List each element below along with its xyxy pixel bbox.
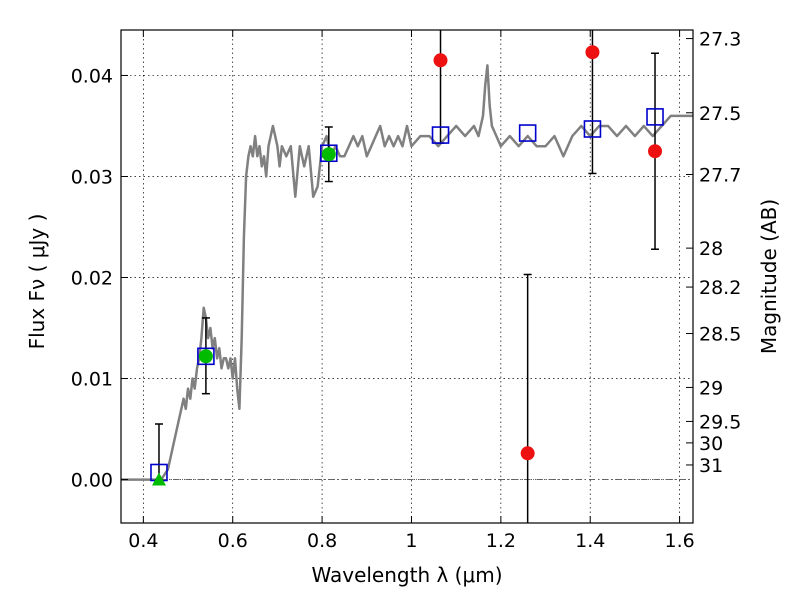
red-flux-point: [648, 144, 663, 159]
model-flux-square: [518, 124, 537, 142]
error-bars: [154, 30, 660, 523]
model-flux-square: [646, 108, 664, 126]
x-tick-label: 1.2: [486, 530, 516, 552]
x-tick-label: 0.4: [128, 530, 158, 552]
model-flux-square: [197, 347, 215, 366]
red-flux-point: [585, 45, 600, 60]
y-axis-label: Flux Fν ( μJy ): [25, 214, 49, 350]
green-upper-limit-triangle: [151, 472, 166, 486]
mag-tick-label: 29: [699, 377, 723, 399]
spectrum-line: [121, 64, 693, 481]
green-flux-point: [321, 147, 336, 162]
mag-tick-label: 27.5: [699, 103, 741, 125]
mag-tick-label: 31: [699, 455, 723, 477]
mag-tick-label: 28.2: [699, 277, 741, 299]
x-tick-label: 1.6: [664, 530, 694, 552]
x-tick-label: 0.6: [218, 530, 248, 552]
x-tick-label: 1: [405, 530, 417, 552]
model-flux-square: [583, 120, 602, 138]
plot-frame: [120, 29, 694, 524]
data-markers: [150, 45, 664, 486]
y-tick-label: 0.03: [71, 166, 113, 188]
y-tick-label: 0.01: [71, 369, 113, 391]
grid-lines: [121, 30, 693, 523]
mag-tick-label: 30: [699, 433, 723, 455]
x-tick-label: 0.8: [307, 530, 337, 552]
y-tick-label: 0.04: [71, 65, 113, 87]
mag-tick-label: 27.7: [699, 164, 741, 186]
red-flux-point: [433, 53, 448, 68]
y-tick-label: 0.00: [71, 470, 113, 492]
y-tick-label: 0.02: [71, 268, 113, 290]
mag-tick-label: 28.5: [699, 324, 741, 346]
model-spectrum: [121, 64, 693, 481]
x-axis-label: Wavelength λ (μm): [311, 563, 502, 587]
mag-tick-label: 28: [699, 238, 723, 260]
x-tick-label: 1.4: [575, 530, 605, 552]
axis-ticks: 0.4 0.6 0.8 1 1.2 1.4 1.6 0.00 0.01 0.02 0.03 0.04 2…: [71, 29, 742, 552]
model-flux-square: [431, 126, 450, 144]
green-flux-point: [198, 349, 213, 364]
mag-tick-label: 29.5: [699, 411, 741, 433]
red-flux-point: [520, 446, 535, 461]
mag-tick-label: 27.3: [699, 29, 741, 51]
magnitude-axis-label: Magnitude (AB): [757, 199, 781, 354]
